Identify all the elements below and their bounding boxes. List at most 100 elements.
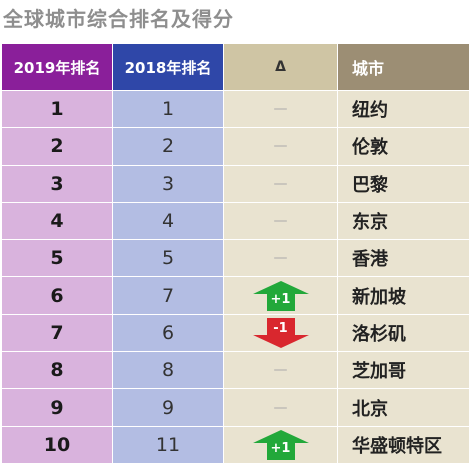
delta-cell: +1 <box>224 277 338 314</box>
rank-2019-value: 1 <box>50 98 64 121</box>
rank-2018-value: 7 <box>161 284 175 307</box>
table-row: 10 11 +1 华盛顿特区 <box>2 425 469 463</box>
delta-value: +1 <box>270 291 291 307</box>
rank-2019-value: 7 <box>50 321 64 344</box>
city-name: 纽约 <box>352 100 388 122</box>
table-row: 4 4 — 东京 <box>2 201 469 240</box>
rank-2019-cell: 7 <box>2 314 113 352</box>
table-body: 1 1— 纽约 2 2— 伦敦 3 3— 巴黎 4 4— 东京 5 5— 香港 6 7 +1 新加坡 7 6 -1 洛杉矶 8… <box>2 90 469 463</box>
table-row: 7 6 -1 洛杉矶 <box>2 313 469 352</box>
rank-2018-value: 9 <box>161 396 175 419</box>
rank-2019-value: 2 <box>50 135 64 158</box>
delta-cell: — <box>224 389 338 426</box>
rank-2019-cell: 3 <box>2 165 113 202</box>
rank-2018-cell: 9 <box>113 389 224 426</box>
no-change-dash: — <box>273 250 288 267</box>
rank-2018-value: 4 <box>161 210 175 233</box>
rank-up-arrow-icon: +1 <box>252 280 309 311</box>
table-row: 8 8 — 芝加哥 <box>2 351 469 389</box>
header-rank-2018: 2018年排名 <box>113 44 224 90</box>
header-city: 城市 <box>338 44 469 90</box>
no-change-dash: — <box>273 175 288 192</box>
delta-cell: — <box>224 240 338 277</box>
no-change-dash: — <box>273 101 288 118</box>
rank-2018-cell: 7 <box>113 277 224 314</box>
rank-2018-cell: 11 <box>113 426 224 463</box>
rank-up-arrow-icon: +1 <box>252 429 309 460</box>
rank-2018-cell: 4 <box>113 202 224 240</box>
city-cell: 伦敦 <box>338 128 469 165</box>
rank-2018-cell: 3 <box>113 165 224 202</box>
ranking-table: 2019年排名 2018年排名 Δ 城市 1 1— 纽约 2 2— 伦敦 3 3— 巴黎 4 4— 东… <box>2 44 469 463</box>
delta-cell: — <box>224 91 338 128</box>
city-name: 伦敦 <box>352 137 388 159</box>
rank-2019-cell: 2 <box>2 128 113 165</box>
rank-2018-value: 8 <box>161 359 175 382</box>
rank-2019-cell: 8 <box>2 352 113 389</box>
no-change-dash: — <box>273 138 288 155</box>
city-cell: 东京 <box>338 202 469 240</box>
rank-2019-cell: 4 <box>2 202 113 240</box>
table-row: 5 5 — 香港 <box>2 239 469 277</box>
city-cell: 华盛顿特区 <box>338 426 469 463</box>
rank-2019-value: 3 <box>50 172 64 195</box>
delta-cell: — <box>224 352 338 389</box>
delta-cell: +1 <box>224 426 338 463</box>
city-cell: 洛杉矶 <box>338 314 469 352</box>
city-name: 洛杉矶 <box>352 323 406 345</box>
delta-cell: — <box>224 202 338 240</box>
delta-cell: -1 <box>224 314 338 352</box>
table-row: 6 7 +1 新加坡 <box>2 276 469 314</box>
city-name: 华盛顿特区 <box>352 435 442 457</box>
rank-2018-value: 5 <box>161 247 175 270</box>
table-header: 2019年排名 2018年排名 Δ 城市 <box>2 44 469 90</box>
rank-2019-value: 9 <box>50 396 64 419</box>
city-name: 香港 <box>352 249 388 271</box>
delta-cell: — <box>224 128 338 165</box>
city-name: 新加坡 <box>352 286 406 308</box>
rank-2018-value: 6 <box>161 321 175 344</box>
city-cell: 纽约 <box>338 91 469 128</box>
rank-2018-value: 2 <box>161 135 175 158</box>
rank-2018-cell: 8 <box>113 352 224 389</box>
delta-value: +1 <box>270 440 291 456</box>
rank-2019-cell: 9 <box>2 389 113 426</box>
city-name: 芝加哥 <box>352 361 406 383</box>
rank-down-arrow-icon: -1 <box>252 317 309 348</box>
delta-value: -1 <box>273 320 288 336</box>
rank-2018-cell: 1 <box>113 91 224 128</box>
rank-2018-value: 1 <box>161 98 175 121</box>
table-row: 2 2 — 伦敦 <box>2 127 469 165</box>
rank-2018-cell: 2 <box>113 128 224 165</box>
rank-2019-cell: 6 <box>2 277 113 314</box>
city-cell: 巴黎 <box>338 165 469 202</box>
header-delta: Δ <box>224 44 338 90</box>
rank-2019-value: 5 <box>50 247 64 270</box>
header-rank-2019: 2019年排名 <box>2 44 113 90</box>
city-name: 巴黎 <box>352 174 388 196</box>
page-title: 全球城市综合排名及得分 <box>3 7 234 31</box>
delta-cell: — <box>224 165 338 202</box>
rank-2018-value: 3 <box>161 172 175 195</box>
rank-2018-cell: 6 <box>113 314 224 352</box>
no-change-dash: — <box>273 399 288 416</box>
city-cell: 新加坡 <box>338 277 469 314</box>
rank-2019-value: 4 <box>50 210 64 233</box>
city-cell: 芝加哥 <box>338 352 469 389</box>
rank-2019-value: 8 <box>50 359 64 382</box>
rank-2018-value: 11 <box>155 433 181 456</box>
city-cell: 北京 <box>338 389 469 426</box>
table-row: 1 1 — 纽约 <box>2 90 469 128</box>
rank-2018-cell: 5 <box>113 240 224 277</box>
city-name: 东京 <box>352 212 388 234</box>
no-change-dash: — <box>273 213 288 230</box>
rank-2019-cell: 1 <box>2 91 113 128</box>
rank-2019-cell: 10 <box>2 426 113 463</box>
table-row: 3 3 — 巴黎 <box>2 164 469 202</box>
table-row: 9 9 — 北京 <box>2 388 469 426</box>
rank-2019-value: 6 <box>50 284 64 307</box>
city-name: 北京 <box>352 398 388 420</box>
rank-2019-cell: 5 <box>2 240 113 277</box>
no-change-dash: — <box>273 362 288 379</box>
rank-2019-value: 10 <box>43 433 71 456</box>
